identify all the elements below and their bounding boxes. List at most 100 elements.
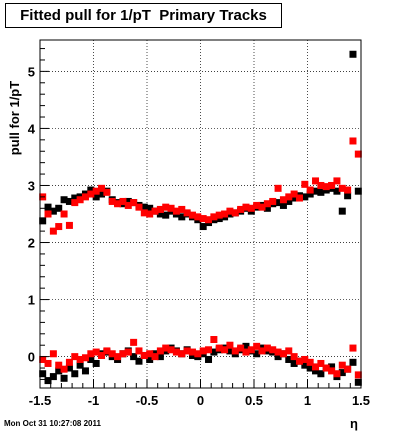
data-point	[119, 197, 127, 205]
data-point	[290, 353, 298, 361]
data-point	[135, 357, 143, 365]
data-point	[344, 186, 352, 194]
data-point	[263, 204, 271, 212]
data-point	[199, 347, 207, 355]
data-point	[103, 188, 111, 196]
data-point	[60, 210, 68, 218]
y-tick-label: 0	[28, 350, 35, 365]
axes: -1.5 -1 -0.5 0 0.5 1 1.5 0 1 2 3 4 5	[28, 48, 370, 408]
data-point	[188, 348, 196, 356]
data-point	[156, 347, 164, 355]
data-point	[156, 205, 164, 213]
data-point	[290, 190, 298, 198]
data-point	[81, 367, 89, 375]
data-point	[290, 194, 298, 202]
data-point	[135, 347, 143, 355]
data-point	[338, 369, 346, 377]
markers-layer	[39, 50, 362, 386]
data-point	[285, 193, 293, 201]
data-point	[317, 188, 325, 196]
data-point	[285, 197, 293, 205]
data-point	[65, 221, 73, 229]
data-point	[253, 201, 261, 209]
data-point	[98, 190, 106, 198]
data-point	[39, 370, 47, 378]
data-point	[258, 347, 266, 355]
data-point	[215, 344, 223, 352]
data-point	[312, 363, 320, 371]
data-point	[226, 347, 234, 355]
chart-title: Fitted pull for 1/pT Primary Tracks	[5, 3, 282, 28]
data-point	[328, 181, 336, 189]
data-point	[301, 361, 309, 369]
data-point	[344, 192, 352, 200]
data-point	[55, 204, 63, 212]
data-point	[354, 150, 362, 158]
data-point	[124, 348, 132, 356]
data-point	[333, 370, 341, 378]
data-point	[49, 207, 57, 215]
data-point	[312, 367, 320, 375]
data-point	[60, 365, 68, 373]
data-point	[44, 359, 52, 367]
data-point	[210, 348, 218, 356]
data-point	[44, 377, 52, 385]
x-axis-label: η	[350, 416, 358, 431]
data-point	[269, 346, 277, 354]
data-point	[108, 350, 116, 358]
data-point	[215, 211, 223, 219]
data-point	[76, 361, 84, 369]
data-point	[210, 336, 218, 344]
data-point	[312, 177, 320, 185]
data-point	[338, 184, 346, 192]
data-point	[130, 199, 138, 207]
x-tick-label: -1	[88, 393, 100, 408]
data-point	[172, 207, 180, 215]
data-point	[130, 353, 138, 361]
data-point	[92, 359, 100, 367]
data-point	[253, 342, 261, 350]
data-point	[226, 341, 234, 349]
data-point	[242, 342, 250, 350]
data-point	[135, 203, 143, 211]
data-point	[65, 197, 73, 205]
data-point	[156, 353, 164, 361]
data-point	[338, 207, 346, 215]
data-point	[354, 378, 362, 386]
data-point	[349, 50, 357, 58]
data-point	[98, 184, 106, 192]
data-point	[71, 353, 79, 361]
data-point	[333, 187, 341, 195]
data-point	[322, 183, 330, 191]
data-point	[344, 365, 352, 373]
data-point	[71, 194, 79, 202]
data-point	[205, 355, 213, 363]
data-point	[87, 350, 95, 358]
data-point	[167, 204, 175, 212]
data-point	[146, 204, 154, 212]
data-point	[312, 187, 320, 195]
data-point	[167, 346, 175, 354]
data-point	[55, 223, 63, 231]
data-point	[263, 344, 271, 352]
data-point	[295, 357, 303, 365]
x-tick-label: -1.5	[29, 393, 51, 408]
data-point	[306, 186, 314, 194]
data-point	[295, 194, 303, 202]
data-point	[317, 370, 325, 378]
data-point	[317, 359, 325, 367]
x-tick-label: 0.5	[245, 393, 263, 408]
data-point	[39, 217, 47, 225]
data-point	[178, 213, 186, 221]
data-point	[279, 196, 287, 204]
data-point	[317, 181, 325, 189]
data-point	[114, 200, 122, 208]
data-point	[205, 346, 213, 354]
data-point	[306, 364, 314, 372]
data-point	[328, 363, 336, 371]
data-point	[231, 209, 239, 217]
data-point	[274, 348, 282, 356]
data-point	[162, 211, 170, 219]
data-point	[247, 346, 255, 354]
data-point	[92, 187, 100, 195]
